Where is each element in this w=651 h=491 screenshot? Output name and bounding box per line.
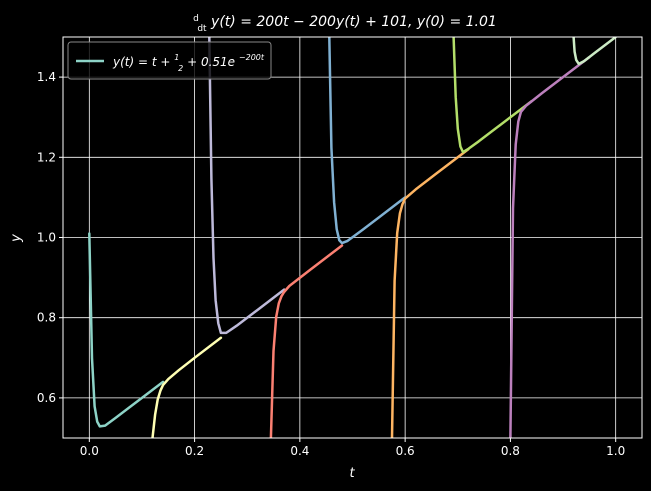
title-deriv-den: dt (197, 24, 207, 34)
series-line-4 (269, 244, 344, 438)
legend-label: y(t) = t + 1 2 + 0.51e −200t (112, 49, 265, 74)
x-axis-label: t (349, 466, 355, 481)
y-tick-label: 1.4 (37, 70, 56, 84)
y-tick-label: 1.2 (37, 150, 56, 164)
y-tick-label: 0.6 (37, 391, 56, 405)
y-axis-ticks: 0.6 0.8 1.0 1.2 1.4 (37, 70, 63, 405)
series-line-1 (88, 232, 165, 428)
y-tick-label: 0.8 (37, 311, 56, 325)
x-tick-label: 0.4 (290, 444, 309, 458)
x-tick-label: 0.0 (80, 444, 99, 458)
legend-exponent: −200t (239, 53, 265, 62)
series-line-6 (390, 148, 470, 438)
y-axis-label: y (9, 234, 24, 243)
title-rhs: y(t) = 200t − 200y(t) + 101, y(0) = 1.01 (210, 14, 497, 30)
legend-frac-den: 2 (178, 64, 183, 73)
x-tick-label: 0.8 (501, 444, 520, 458)
y-tick-label: 1.0 (37, 231, 56, 245)
x-axis-ticks: 0.0 0.2 0.4 0.6 0.8 1.0 (80, 438, 625, 458)
chart-title: d dt y(t) = 200t − 200y(t) + 101, y(0) =… (193, 9, 497, 35)
series-line-7 (452, 37, 533, 154)
legend-frac-num: 1 (174, 53, 179, 62)
x-tick-label: 1.0 (606, 444, 625, 458)
legend-label-lhs: y(t) = t + (112, 55, 174, 69)
series-line-9 (572, 37, 617, 66)
series-line-8 (509, 55, 591, 438)
title-deriv-num: d (193, 14, 199, 24)
series-line-2 (151, 336, 223, 438)
x-tick-label: 0.6 (396, 444, 415, 458)
x-tick-label: 0.2 (185, 444, 204, 458)
series-lines (88, 37, 617, 438)
legend-label-mid: + 0.51e (187, 55, 235, 69)
legend-box (67, 41, 272, 80)
series-line-3 (208, 37, 286, 335)
series-line-5 (328, 37, 407, 245)
legend: y(t) = t + 1 2 + 0.51e −200t (67, 41, 272, 80)
